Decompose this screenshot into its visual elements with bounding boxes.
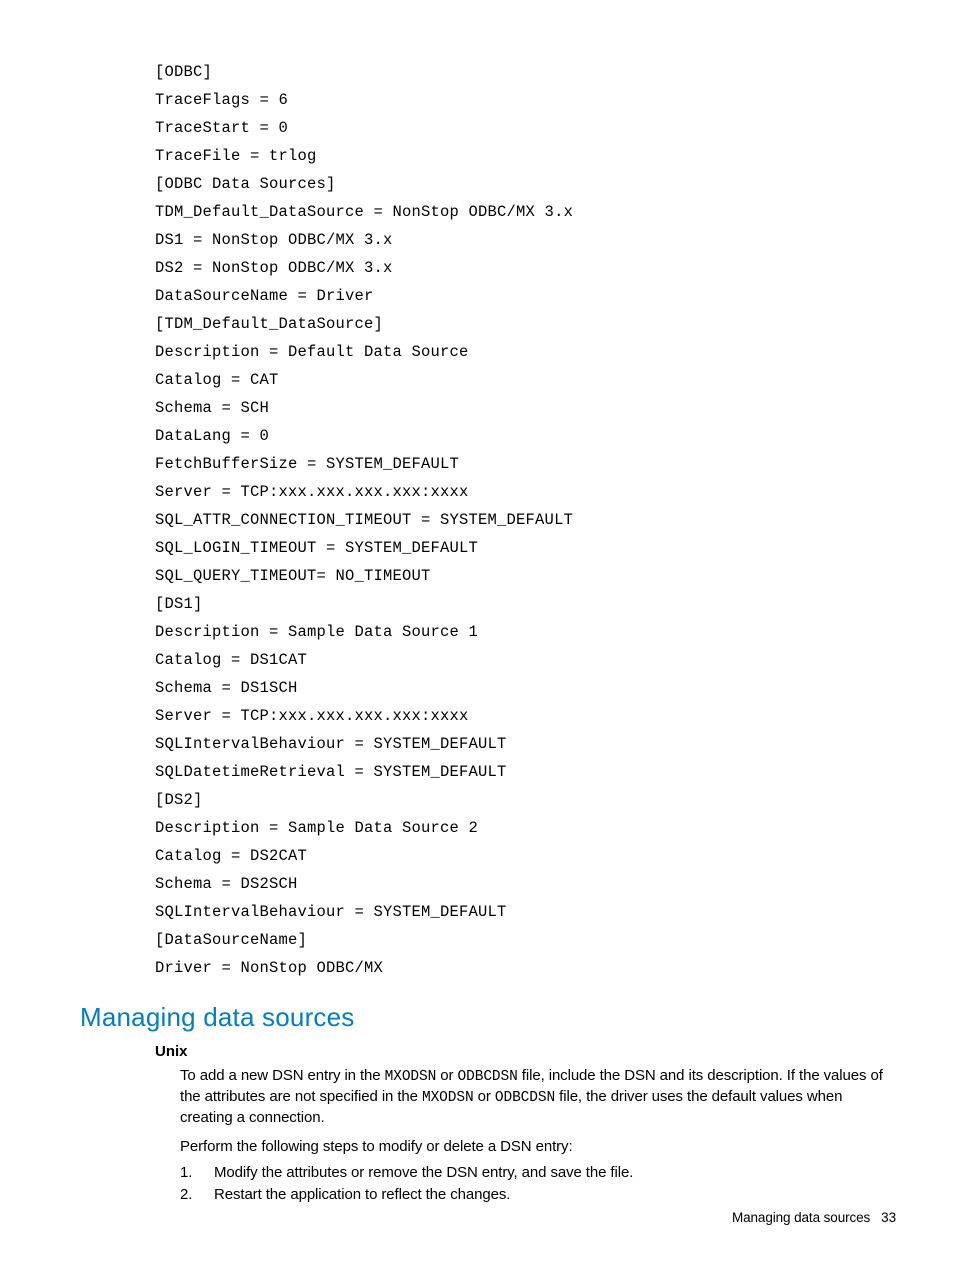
code-line: Description = Sample Data Source 1 [155,618,954,646]
code-line: Driver = NonStop ODBC/MX [155,954,954,982]
code-line: DS1 = NonStop ODBC/MX 3.x [155,226,954,254]
subsection-heading: Unix [0,1043,954,1060]
code-line: DataLang = 0 [155,422,954,450]
code-line: SQLIntervalBehaviour = SYSTEM_DEFAULT [155,898,954,926]
text-run: To add a new DSN entry in the [180,1067,385,1084]
code-line: [DS1] [155,590,954,618]
code-line: Schema = SCH [155,394,954,422]
inline-code: MXODSN [422,1090,474,1106]
section-heading: Managing data sources [0,1002,954,1033]
code-line: Description = Default Data Source [155,338,954,366]
code-line: [DS2] [155,786,954,814]
code-line: SQL_LOGIN_TIMEOUT = SYSTEM_DEFAULT [155,534,954,562]
ordered-list: 1. Modify the attributes or remove the D… [0,1162,954,1206]
code-line: TraceStart = 0 [155,114,954,142]
code-line: [ODBC] [155,58,954,86]
inline-code: ODBCDSN [458,1069,518,1085]
paragraph-2: Perform the following steps to modify or… [0,1137,954,1156]
code-line: Server = TCP:xxx.xxx.xxx.xxx:xxxx [155,702,954,730]
list-item: 2. Restart the application to reflect th… [180,1184,894,1206]
page-footer: Managing data sources 33 [732,1210,896,1225]
footer-label: Managing data sources [732,1210,870,1225]
code-line: SQLIntervalBehaviour = SYSTEM_DEFAULT [155,730,954,758]
code-line: Catalog = DS2CAT [155,842,954,870]
code-line: TDM_Default_DataSource = NonStop ODBC/MX… [155,198,954,226]
paragraph-1: To add a new DSN entry in the MXODSN or … [0,1066,954,1127]
code-line: TraceFile = trlog [155,142,954,170]
list-number: 1. [180,1162,214,1184]
text-run: or [436,1067,457,1084]
code-line: FetchBufferSize = SYSTEM_DEFAULT [155,450,954,478]
code-line: SQLDatetimeRetrieval = SYSTEM_DEFAULT [155,758,954,786]
code-line: Schema = DS1SCH [155,674,954,702]
code-line: Schema = DS2SCH [155,870,954,898]
code-line: TraceFlags = 6 [155,86,954,114]
footer-page-number: 33 [881,1210,896,1225]
config-code-block: [ODBC] TraceFlags = 6 TraceStart = 0 Tra… [0,0,954,982]
text-run: or [474,1088,495,1105]
code-line: DS2 = NonStop ODBC/MX 3.x [155,254,954,282]
list-number: 2. [180,1184,214,1206]
code-line: [TDM_Default_DataSource] [155,310,954,338]
code-line: Catalog = DS1CAT [155,646,954,674]
list-text: Restart the application to reflect the c… [214,1184,510,1206]
code-line: SQL_QUERY_TIMEOUT= NO_TIMEOUT [155,562,954,590]
code-line: [DataSourceName] [155,926,954,954]
code-line: Catalog = CAT [155,366,954,394]
code-line: [ODBC Data Sources] [155,170,954,198]
code-line: DataSourceName = Driver [155,282,954,310]
code-line: SQL_ATTR_CONNECTION_TIMEOUT = SYSTEM_DEF… [155,506,954,534]
list-text: Modify the attributes or remove the DSN … [214,1162,633,1184]
code-line: Server = TCP:xxx.xxx.xxx.xxx:xxxx [155,478,954,506]
inline-code: MXODSN [385,1069,437,1085]
code-line: Description = Sample Data Source 2 [155,814,954,842]
list-item: 1. Modify the attributes or remove the D… [180,1162,894,1184]
inline-code: ODBCDSN [495,1090,555,1106]
